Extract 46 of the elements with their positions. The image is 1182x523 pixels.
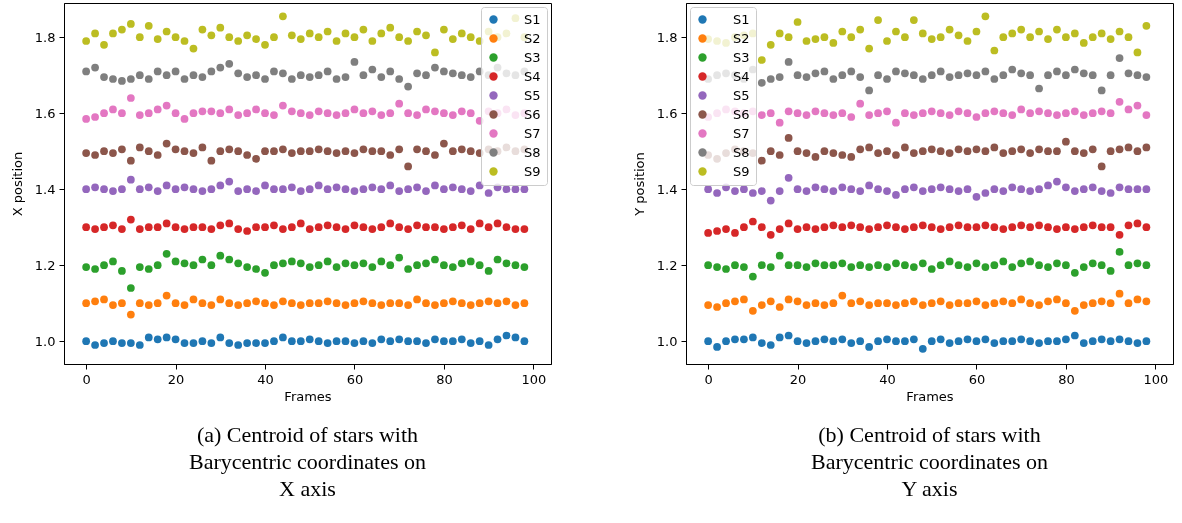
legend-label: S9 (733, 163, 750, 179)
x-tick-label: 100 (521, 371, 547, 387)
legend-label: S2 (733, 30, 750, 46)
x-tick-label: 60 (968, 371, 986, 387)
legend-label: S4 (524, 68, 541, 84)
legend-label: S5 (733, 87, 750, 103)
x-tick-label: 80 (436, 371, 453, 387)
y-tick-label: 1.2 (656, 257, 678, 273)
y-axis-title: X position (9, 151, 25, 217)
y-tick-label: 1.6 (656, 105, 678, 121)
x-tick-label: 40 (879, 371, 896, 387)
text: (b) Centroid of stars with Barycentric coordinates on Y axis (810, 422, 1049, 501)
y-tick-label: 1.2 (34, 257, 56, 273)
x-axis-title: Frames (284, 388, 332, 404)
legend-label: S9 (524, 163, 541, 179)
legend-label: S1 (524, 11, 541, 27)
y-axis-title: Y position (631, 152, 647, 217)
y-tick-label: 1.4 (34, 181, 56, 197)
x-tick-label: 0 (82, 371, 91, 387)
legend-label: S4 (733, 68, 750, 84)
legend-label: S2 (524, 30, 541, 46)
y-tick-label: 1.8 (656, 29, 678, 45)
legend-label: S3 (524, 49, 541, 65)
x-tick-label: 0 (704, 371, 713, 387)
y-tick-label: 1.0 (656, 333, 678, 349)
legend-label: S7 (524, 125, 541, 141)
x-tick-label: 80 (1058, 371, 1075, 387)
y-tick-label: 1.8 (34, 29, 56, 45)
y-tick-label: 1.6 (34, 105, 56, 121)
x-axis-title: Frames (906, 388, 954, 404)
x-tick-label: 20 (167, 371, 185, 387)
legend-label: S1 (733, 11, 750, 27)
x-tick-label: 40 (257, 371, 274, 387)
x-tick-label: 100 (1143, 371, 1169, 387)
y-tick-label: 1.0 (34, 333, 56, 349)
x-tick-label: 20 (789, 371, 807, 387)
x-tick-label: 60 (346, 371, 364, 387)
legend-label: S6 (524, 106, 541, 122)
legend-label: S6 (733, 106, 750, 122)
legend-label: S8 (733, 144, 750, 160)
legend-label: S5 (524, 87, 541, 103)
y-tick-label: 1.4 (656, 181, 678, 197)
legend-label: S7 (733, 125, 750, 141)
legend-label: S3 (733, 49, 750, 65)
text: (a) Centroid of stars with Barycentric coordinates on X axis (188, 422, 427, 501)
legend-label: S8 (524, 144, 541, 160)
